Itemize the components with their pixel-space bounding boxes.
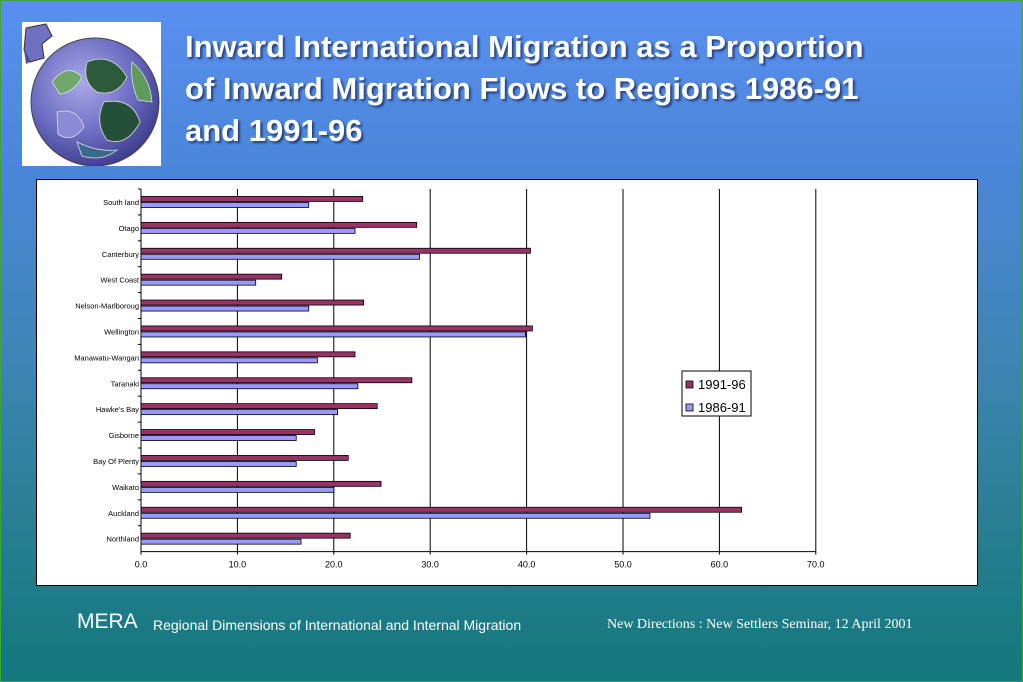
bar-1986-91 <box>140 279 257 286</box>
legend-swatch <box>685 403 694 412</box>
bar-1991-96 <box>140 196 364 202</box>
bar-1991-96 <box>140 325 533 332</box>
bar-1991-96 <box>140 247 531 254</box>
category-label: Auckland <box>108 509 139 518</box>
category-label: Canterbury <box>102 250 139 259</box>
category-label: Otago <box>119 224 139 233</box>
x-tick-label: 30.0 <box>421 560 439 570</box>
bar-1986-91 <box>140 486 335 493</box>
title-line-3: and 1991-96 <box>185 113 363 148</box>
x-tick-label: 60.0 <box>711 560 729 570</box>
x-tick-label: 10.0 <box>229 560 247 570</box>
legend-label: 1986-91 <box>698 400 746 415</box>
bar-1986-91 <box>140 435 297 441</box>
bar-1991-96 <box>140 429 315 435</box>
bar-1986-91 <box>140 357 318 364</box>
x-tick-label: 40.0 <box>518 560 536 570</box>
category-label: Nelson-Marlboroug <box>75 302 139 311</box>
footer-brand: MERA <box>77 610 138 633</box>
category-label: Manawatu-Wangan <box>74 353 139 362</box>
category-label: Northland <box>106 535 139 544</box>
bar-1991-96 <box>140 532 351 539</box>
bar-1986-91 <box>140 331 527 338</box>
bar-1986-91 <box>140 409 339 416</box>
category-label: South land <box>103 198 139 207</box>
bar-1986-91 <box>140 305 310 312</box>
chart-area: South land Otago Canterbury West Coast Nelso… <box>36 179 978 586</box>
bar-1986-91 <box>140 227 356 234</box>
footer-subtitle: Regional Dimensions of International and… <box>153 617 522 633</box>
legend-label: 1991-96 <box>698 377 746 392</box>
bar-1991-96 <box>140 403 378 410</box>
logo <box>22 22 161 167</box>
bar-1991-96 <box>140 299 365 306</box>
bar-1991-96 <box>140 480 382 487</box>
title-line-2: of Inward Migration Flows to Regions 198… <box>185 71 859 106</box>
x-tick-label: 70.0 <box>807 560 825 570</box>
bar-1986-91 <box>140 512 651 519</box>
bar-chart: South land Otago Canterbury West Coast Nelso… <box>74 188 825 570</box>
footer-event: New Directions : New Settlers Seminar, 1… <box>607 617 913 632</box>
bar-1986-91 <box>140 253 420 260</box>
slide-title: Inward International Migration as a Prop… <box>185 26 985 152</box>
bar-1986-91 <box>140 202 310 208</box>
category-label: Bay Of Plenty <box>93 457 139 466</box>
title-line-1: Inward International Migration as a Prop… <box>185 29 864 64</box>
bar-1991-96 <box>140 377 413 384</box>
globe-puzzle-icon <box>23 23 160 167</box>
x-tick-label: 20.0 <box>325 560 343 570</box>
category-label: Waikato <box>112 483 139 492</box>
bar-1986-91 <box>140 383 359 390</box>
bar-1991-96 <box>140 273 283 280</box>
legend-swatch <box>685 380 694 389</box>
legend-box <box>681 370 752 417</box>
category-label: Taranaki <box>111 379 140 388</box>
bar-1986-91 <box>140 461 297 467</box>
x-tick-label: 0.0 <box>135 560 148 570</box>
x-tick-label: 50.0 <box>614 560 632 570</box>
bar-1991-96 <box>140 455 349 461</box>
category-label: Gisborne <box>109 431 139 440</box>
category-label: Hawke's Bay <box>96 405 139 414</box>
bar-1986-91 <box>140 538 302 545</box>
bar-1991-96 <box>140 506 742 513</box>
category-label: Wellington <box>104 327 139 336</box>
category-label: West Coast <box>100 276 140 285</box>
bar-1991-96 <box>140 221 418 228</box>
bar-1991-96 <box>140 351 356 358</box>
